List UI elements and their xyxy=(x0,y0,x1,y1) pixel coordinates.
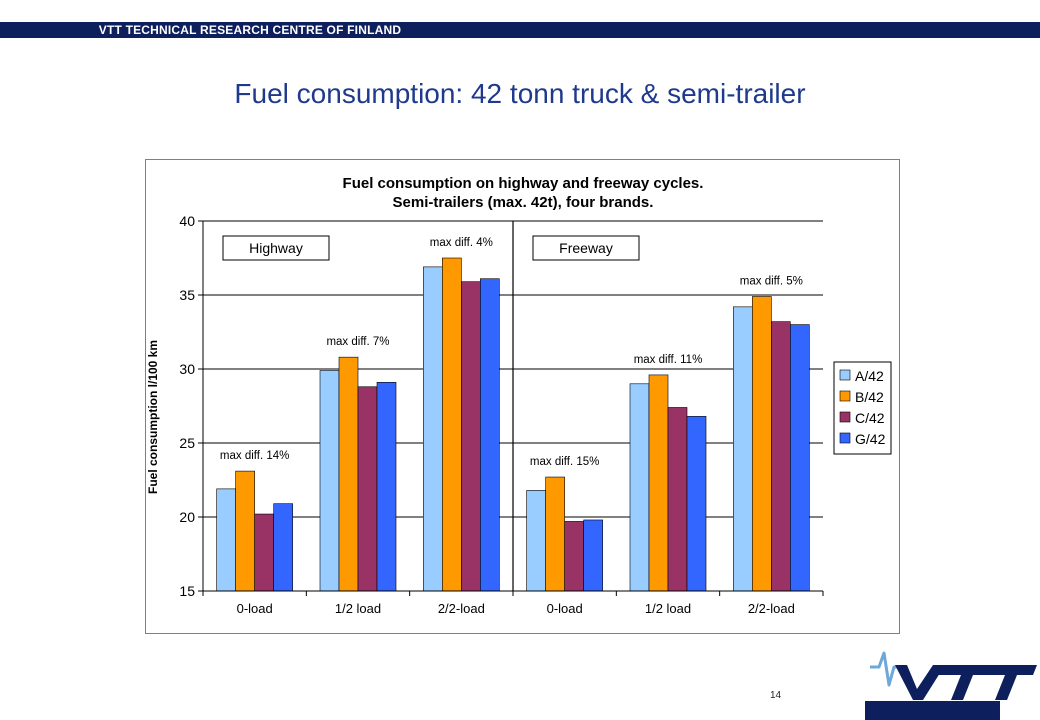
y-tick-label: 30 xyxy=(179,361,195,377)
bar xyxy=(338,356,359,592)
annotation: max diff. 5% xyxy=(740,275,803,287)
bar xyxy=(235,470,255,592)
annotation: max diff. 7% xyxy=(326,336,389,348)
bar xyxy=(564,521,584,592)
group-label-box xyxy=(532,235,640,261)
y-tick-label: 40 xyxy=(179,213,195,229)
bar xyxy=(790,324,810,592)
legend-swatch xyxy=(839,369,851,381)
header-bar xyxy=(0,22,1040,38)
legend-swatch xyxy=(839,432,851,444)
bar xyxy=(273,503,293,592)
legend-label: B/42 xyxy=(855,389,884,405)
bar xyxy=(216,488,236,592)
x-tick-label: 2/2-load xyxy=(748,601,795,616)
bar xyxy=(667,407,688,592)
fuel-consumption-chart: Fuel consumption on highway and freeway … xyxy=(145,159,900,634)
bar xyxy=(461,281,481,592)
legend-swatch xyxy=(839,411,851,423)
annotation: max diff. 4% xyxy=(430,237,493,249)
legend-label: C/42 xyxy=(855,410,885,426)
legend-label: A/42 xyxy=(855,368,884,384)
y-tick-label: 25 xyxy=(179,435,195,451)
bar xyxy=(480,278,500,592)
bar xyxy=(686,416,707,592)
legend-swatch xyxy=(839,390,851,402)
vtt-logo xyxy=(865,651,1037,720)
org-name: VTT TECHNICAL RESEARCH CENTRE OF FINLAND xyxy=(98,23,402,37)
bar xyxy=(319,370,340,592)
bar xyxy=(423,266,443,592)
bar xyxy=(771,321,791,592)
chart-subtitle: Semi-trailers (max. 42t), four brands. xyxy=(393,194,654,211)
bar xyxy=(254,513,274,592)
group-label-box xyxy=(222,235,330,261)
x-tick-label: 0-load xyxy=(547,601,583,616)
group-label: Highway xyxy=(249,240,303,256)
chart-title: Fuel consumption on highway and freeway … xyxy=(343,175,704,192)
plot-area: 15 20 25 30 35 40 0-load 1/2 load 2/2-load 0-load… xyxy=(179,213,892,616)
legend-label: G/42 xyxy=(855,431,886,447)
bar xyxy=(583,519,603,592)
x-tick-label: 2/2-load xyxy=(438,601,485,616)
y-tick-label: 15 xyxy=(179,583,195,599)
group-label: Freeway xyxy=(559,240,613,256)
bar xyxy=(752,296,772,592)
y-tick-label: 20 xyxy=(179,509,195,525)
annotation: max diff. 15% xyxy=(530,456,599,468)
bar xyxy=(733,306,753,592)
x-tick-label: 0-load xyxy=(237,601,273,616)
annotation: max diff. 11% xyxy=(634,354,703,366)
bar xyxy=(357,386,378,592)
annotation: max diff. 14% xyxy=(220,450,289,462)
bar xyxy=(629,383,650,592)
bar xyxy=(376,382,397,592)
bar xyxy=(526,490,546,592)
page-number: 14 xyxy=(770,690,782,701)
y-tick-label: 35 xyxy=(179,287,195,303)
bar xyxy=(648,374,669,592)
x-tick-label: 1/2 load xyxy=(335,601,381,616)
x-tick-label: 1/2 load xyxy=(645,601,691,616)
y-axis-label: Fuel consumption l/100 km xyxy=(146,340,160,494)
bar xyxy=(442,257,462,592)
slide-title: Fuel consumption: 42 tonn truck & semi-t… xyxy=(234,78,806,109)
bar xyxy=(545,476,565,592)
